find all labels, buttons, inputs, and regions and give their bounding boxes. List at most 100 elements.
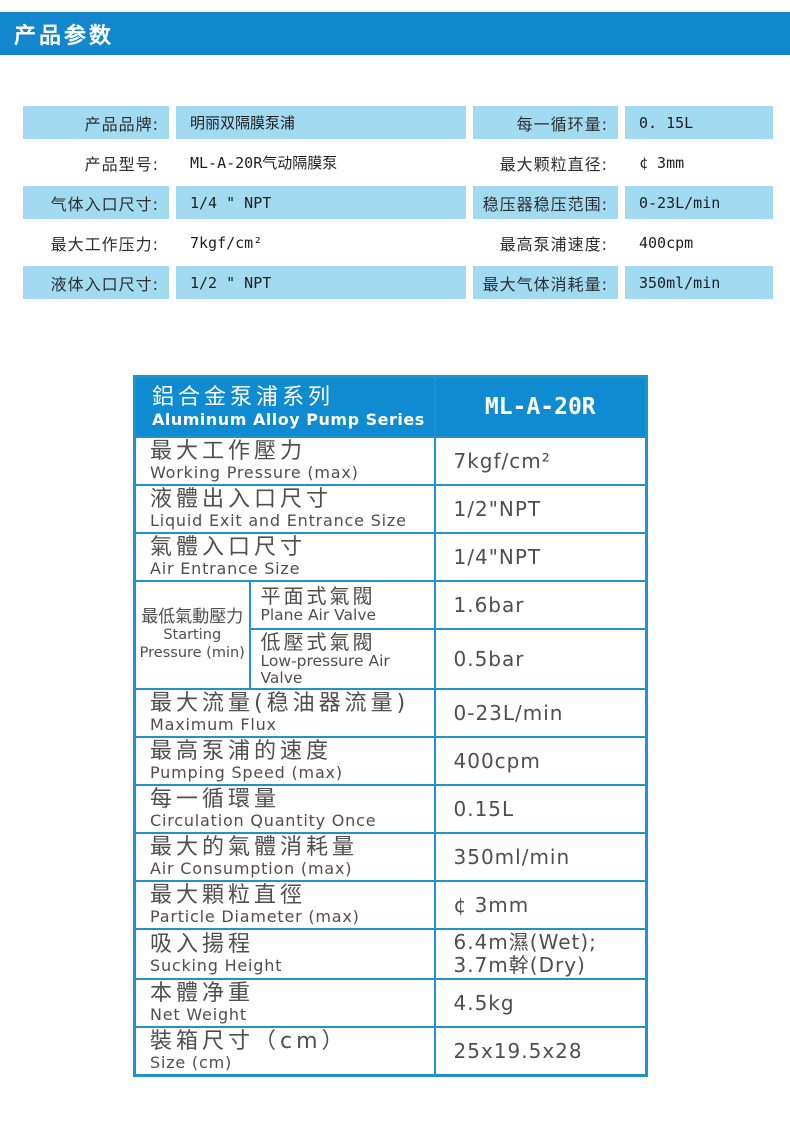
spec-value: 25x19.5x28 (433, 1026, 648, 1077)
spec-label: 每一循环量: (473, 106, 618, 139)
spec-name: 最大工作壓力 Working Pressure (max) (133, 436, 436, 486)
spec-value: 0.5bar (433, 627, 648, 691)
spec-name: 吸入揚程 Sucking Height (133, 928, 436, 981)
spec-value: 350ml/min (433, 832, 648, 883)
spec-label: 最大颗粒直径: (473, 146, 618, 179)
spec-name-en: Liquid Exit and Entrance Size (150, 511, 407, 531)
spec-subname: 低壓式氣閥 Low-pressure Air Valve (248, 627, 436, 691)
spec-name-zh: 吸入揚程 (150, 932, 255, 958)
section-header-bar: 产品参数 (0, 12, 790, 55)
spec-name-zh: 低壓式氣閥 (260, 630, 376, 654)
spec-value: 1/4"NPT (433, 532, 648, 582)
quick-spec-row: 液体入口尺寸: 1/2 " NPT 最大气体消耗量: 350ml/min (23, 266, 773, 299)
quick-spec-row: 产品品牌: 明丽双隔膜泵浦 每一循环量: 0. 15L (23, 106, 773, 139)
spec-value: 0-23L/min (433, 688, 648, 739)
detail-row: 氣體入口尺寸 Air Entrance Size 1/4"NPT (133, 532, 648, 582)
quick-specs-table: 产品品牌: 明丽双隔膜泵浦 每一循环量: 0. 15L 产品型号: ML-A-2… (16, 99, 780, 306)
spec-name-en: Pressure (min) (139, 645, 245, 662)
spec-name-zh: 最大的氣體消耗量 (150, 835, 359, 861)
spec-name: 本體净重 Net Weight (133, 978, 436, 1029)
series-title-zh: 鋁合金泵浦系列 (152, 384, 335, 410)
detail-row: 最大流量(稳油器流量) Maximum Flux 0-23L/min (133, 688, 648, 739)
detail-row: 裝箱尺寸（cm） Size (cm) 25x19.5x28 (133, 1026, 648, 1077)
detail-row: 本體净重 Net Weight 4.5kg (133, 978, 648, 1029)
spec-name-en: Working Pressure (max) (150, 463, 359, 483)
spec-value: 1/2"NPT (433, 484, 648, 534)
detail-specs-table: 鋁合金泵浦系列 Aluminum Alloy Pump Series ML-A-… (133, 375, 648, 1078)
spec-name-en: Net Weight (150, 1005, 247, 1025)
spec-name-zh: 裝箱尺寸（cm） (150, 1029, 348, 1055)
spec-name: 最大流量(稳油器流量) Maximum Flux (133, 688, 436, 739)
model-header: ML-A-20R (433, 375, 648, 438)
spec-name-zh: 本體净重 (150, 981, 255, 1007)
spec-label: 最大气体消耗量: (473, 266, 618, 299)
spec-value: 7kgf/cm² (433, 436, 648, 486)
detail-row-starting-pressure: 最低氣動壓力 Starting Pressure (min) 平面式氣閥 Pla… (133, 579, 648, 691)
spec-name-en: Starting (163, 627, 222, 644)
series-title-en: Aluminum Alloy Pump Series (152, 410, 425, 430)
spec-name-en: Particle Diameter (max) (150, 907, 360, 927)
spec-value: 7kgf/cm² (176, 226, 466, 259)
spec-label: 稳压器稳压范围: (473, 186, 618, 219)
detail-row: 吸入揚程 Sucking Height 6.4m濕(Wet); 3.7m幹(Dr… (133, 928, 648, 981)
spec-value: ¢ 3mm (433, 880, 648, 931)
spec-value: 0. 15L (625, 106, 773, 139)
spec-name-en: Plane Air Valve (260, 606, 377, 625)
spec-name: 每一循環量 Circulation Quantity Once (133, 784, 436, 835)
quick-spec-row: 产品型号: ML-A-20R气动隔膜泵 最大颗粒直径: ¢ 3mm (23, 146, 773, 179)
spec-name-zh: 每一循環量 (150, 787, 281, 813)
spec-name: 最大的氣體消耗量 Air Consumption (max) (133, 832, 436, 883)
spec-value: ¢ 3mm (625, 146, 773, 179)
series-header: 鋁合金泵浦系列 Aluminum Alloy Pump Series (133, 375, 436, 438)
spec-name-en: Air Consumption (max) (150, 859, 353, 879)
spec-name-en: Sucking Height (150, 956, 283, 976)
spec-name: 液體出入口尺寸 Liquid Exit and Entrance Size (133, 484, 436, 534)
spec-value: 4.5kg (433, 978, 648, 1029)
spec-value: 1.6bar (433, 580, 648, 630)
spec-value: 0-23L/min (625, 186, 773, 219)
spec-name: 最大顆粒直徑 Particle Diameter (max) (133, 880, 436, 931)
quick-spec-row: 最大工作压力: 7kgf/cm² 最高泵浦速度: 400cpm (23, 226, 773, 259)
spec-value: 400cpm (625, 226, 773, 259)
detail-row: 每一循環量 Circulation Quantity Once 0.15L (133, 784, 648, 835)
spec-label: 液体入口尺寸: (23, 266, 169, 299)
spec-value: 400cpm (433, 736, 648, 787)
spec-name-en: Size (cm) (150, 1053, 232, 1073)
spec-name: 氣體入口尺寸 Air Entrance Size (133, 532, 436, 582)
spec-label: 产品型号: (23, 146, 169, 179)
spec-name-zh: 氣體入口尺寸 (150, 535, 307, 561)
spec-value: 1/2 " NPT (176, 266, 466, 299)
detail-header-row: 鋁合金泵浦系列 Aluminum Alloy Pump Series ML-A-… (133, 375, 648, 438)
spec-name-en: Low-pressure Air Valve (260, 652, 390, 688)
detail-row: 最大工作壓力 Working Pressure (max) 7kgf/cm² (133, 436, 648, 486)
spec-label: 最大工作压力: (23, 226, 169, 259)
spec-value: 0.15L (433, 784, 648, 835)
detail-row: 最大顆粒直徑 Particle Diameter (max) ¢ 3mm (133, 880, 648, 931)
spec-name-zh: 平面式氣閥 (260, 584, 376, 609)
spec-name-zh: 最大顆粒直徑 (150, 883, 307, 909)
spec-name-en: Maximum Flux (150, 715, 277, 735)
spec-value: 6.4m濕(Wet); 3.7m幹(Dry) (433, 928, 648, 981)
spec-value: ML-A-20R气动隔膜泵 (176, 146, 466, 179)
spec-value: 明丽双隔膜泵浦 (176, 106, 466, 139)
spec-value: 1/4 " NPT (176, 186, 466, 219)
spec-label: 最高泵浦速度: (473, 226, 618, 259)
spec-name-zh: 最大工作壓力 (150, 439, 307, 465)
detail-row-starting-pressure: 低壓式氣閥 Low-pressure Air Valve 0.5bar (135, 627, 648, 691)
spec-label: 气体入口尺寸: (23, 186, 169, 219)
starting-pressure-cell: 最低氣動壓力 Starting Pressure (min) (133, 579, 251, 691)
spec-name-zh: 最大流量(稳油器流量) (150, 691, 410, 717)
spec-name-en: Air Entrance Size (150, 559, 301, 579)
detail-row: 液體出入口尺寸 Liquid Exit and Entrance Size 1/… (133, 484, 648, 534)
spec-value: 350ml/min (625, 266, 773, 299)
section-title: 产品参数 (14, 23, 115, 49)
spec-subname: 平面式氣閥 Plane Air Valve (248, 580, 436, 630)
spec-name-zh: 最高泵浦的速度 (150, 739, 333, 765)
spec-name-en: Circulation Quantity Once (150, 811, 377, 831)
spec-name: 裝箱尺寸（cm） Size (cm) (133, 1026, 436, 1077)
detail-row: 最大的氣體消耗量 Air Consumption (max) 350ml/min (133, 832, 648, 883)
spec-name-zh: 液體出入口尺寸 (150, 487, 333, 513)
spec-name: 最高泵浦的速度 Pumping Speed (max) (133, 736, 436, 787)
spec-label: 产品品牌: (23, 106, 169, 139)
spec-name-en: Pumping Speed (max) (150, 763, 343, 783)
